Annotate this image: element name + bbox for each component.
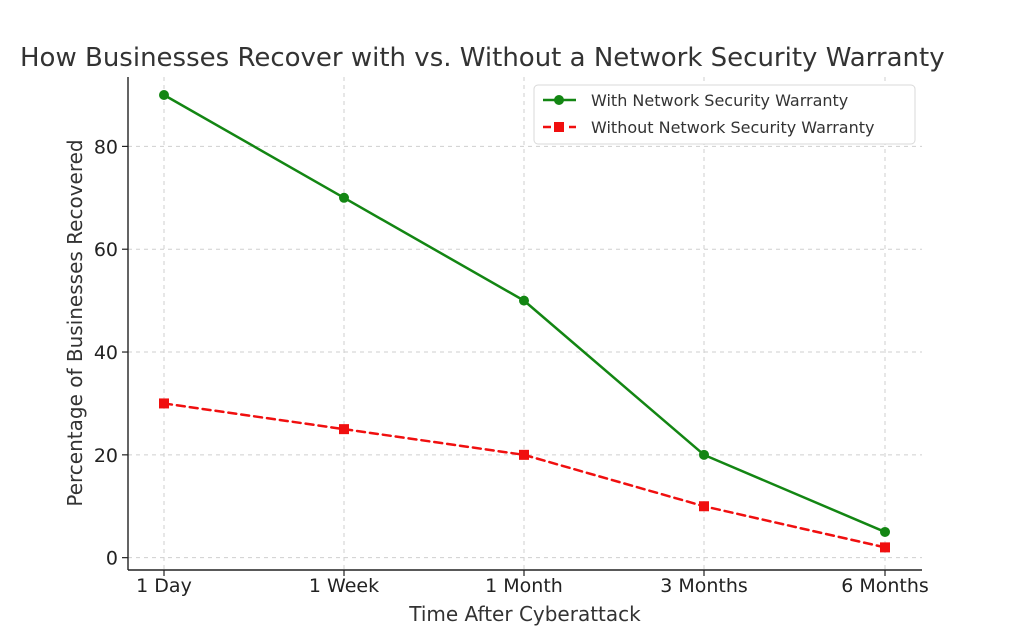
legend-without-warranty-marker xyxy=(554,122,564,132)
x-axis-label: Time After Cyberattack xyxy=(408,602,641,626)
without-warranty-point-4 xyxy=(699,501,709,512)
axis-layer: 1 Day 1 Week 1 Month 3 Months 6 Months 0 20 40 6… xyxy=(94,77,929,597)
y-axis-label: Percentage of Businesses Recovered xyxy=(63,139,87,506)
y-tick-label: 0 xyxy=(106,548,118,570)
with-warranty-point-1 xyxy=(159,89,169,100)
y-tick-label: 40 xyxy=(94,342,118,364)
chart-title: How Businesses Recover with vs. Without … xyxy=(20,43,945,73)
y-tick-label: 80 xyxy=(94,136,118,158)
with-warranty-point-2 xyxy=(339,192,349,203)
legend-with-warranty-label: With Network Security Warranty xyxy=(591,91,848,110)
x-tick-label: 3 Months xyxy=(660,575,748,597)
legend: With Network Security Warranty Without Ne… xyxy=(533,84,916,145)
grid-layer xyxy=(128,77,922,570)
without-warranty-point-1 xyxy=(159,398,169,409)
x-tick-label: 6 Months xyxy=(841,575,929,597)
legend-box xyxy=(533,84,916,145)
legend-with-warranty-marker xyxy=(554,95,564,105)
y-tick-label: 60 xyxy=(94,239,118,261)
legend-without-warranty-label: Without Network Security Warranty xyxy=(591,118,874,137)
without-warranty-point-5 xyxy=(880,542,890,553)
x-tick-label: 1 Week xyxy=(309,575,379,597)
series-layer xyxy=(159,89,890,553)
with-warranty-point-4 xyxy=(699,449,709,460)
with-warranty-point-3 xyxy=(519,295,529,306)
without-warranty-point-3 xyxy=(519,449,529,460)
x-tick-label: 1 Day xyxy=(136,575,192,597)
y-tick-label: 20 xyxy=(94,445,118,467)
without-warranty-point-2 xyxy=(339,424,349,435)
with-warranty-point-5 xyxy=(880,526,890,537)
x-tick-label: 1 Month xyxy=(485,575,563,597)
